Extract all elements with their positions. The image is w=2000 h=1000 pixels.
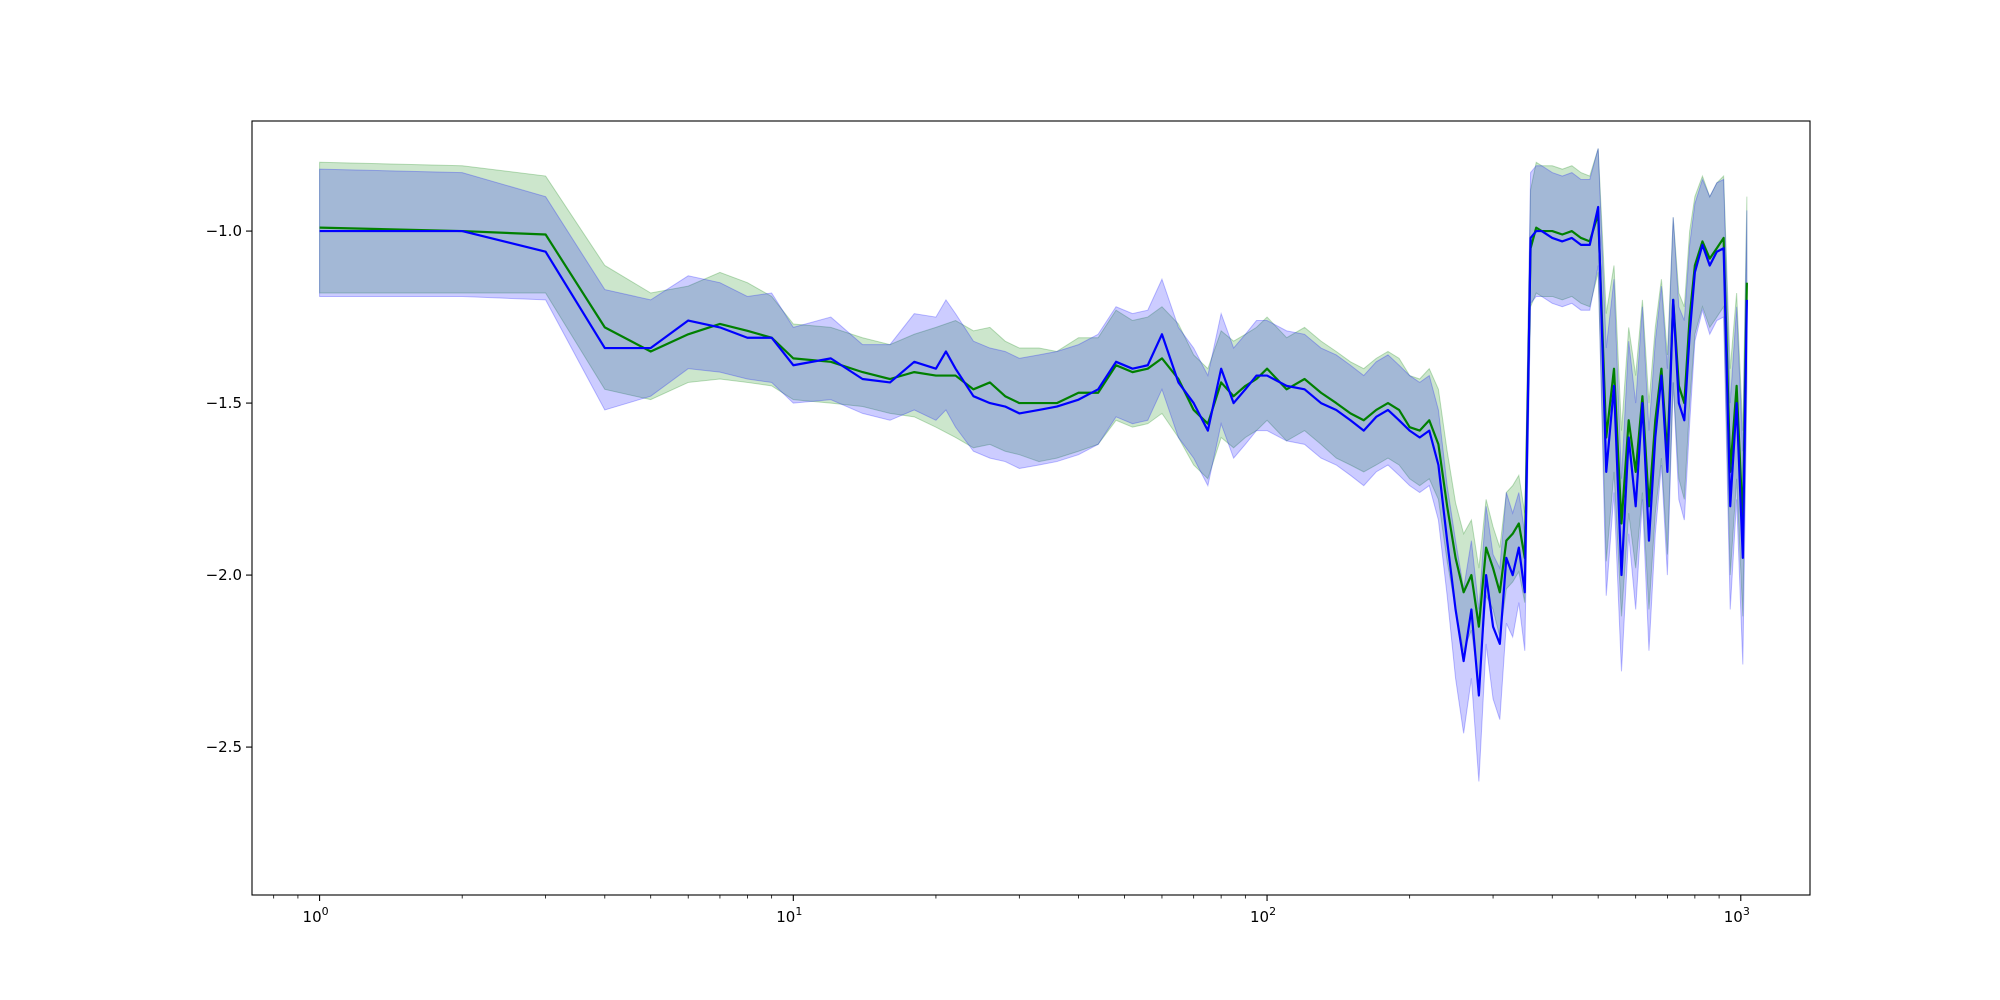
y-tick-label: −2.0 [206,566,242,584]
plot-frame [251,120,1811,896]
x-tick-label: 100 [303,905,329,926]
series-lines [319,205,1748,697]
series-2-band [319,148,1748,782]
x-tick-label: 103 [1724,905,1750,926]
series-1-line [319,212,1748,628]
x-tick-label: 102 [1250,905,1276,926]
y-tick-label: −2.5 [206,738,242,756]
series-2-line [319,205,1748,697]
y-tick-label: −1.5 [206,394,242,412]
y-tick-label: −1.0 [206,222,242,240]
x-tick-label: 101 [776,905,802,926]
axes: −1.0 −1.5 −2.0 −2.5 100 101 102 103 [206,120,1811,926]
